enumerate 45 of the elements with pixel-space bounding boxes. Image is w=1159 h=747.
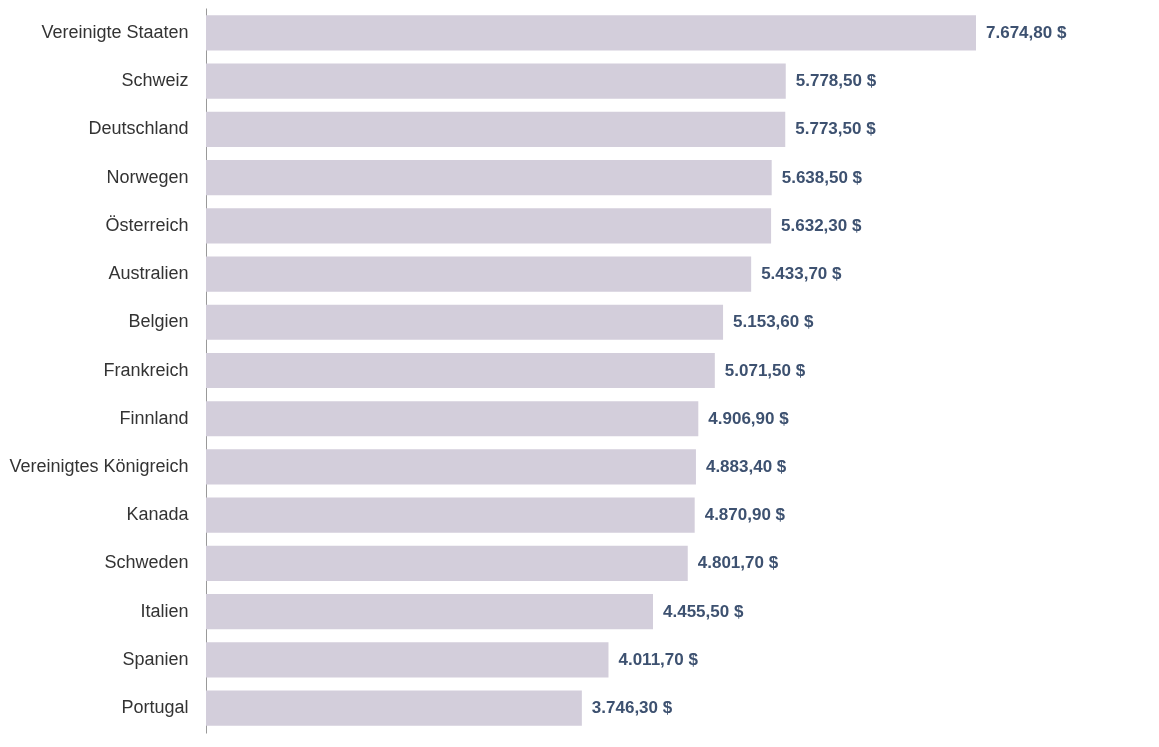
bar — [206, 545, 688, 582]
y-tick-label: Vereinigtes Königreich — [9, 455, 189, 476]
y-tick-label: Frankreich — [103, 359, 189, 380]
bar — [206, 159, 772, 196]
data-label: 4.906,90 $ — [708, 408, 790, 428]
y-tick-label: Spanien — [122, 648, 189, 669]
data-label: 5.433,70 $ — [761, 264, 843, 284]
y-tick-label: Italien — [140, 600, 189, 621]
bar — [206, 352, 715, 389]
bar — [206, 497, 695, 533]
bar — [206, 401, 699, 437]
y-tick-label: Schweiz — [121, 70, 189, 91]
bar — [206, 594, 654, 630]
data-label: 5.153,60 $ — [733, 312, 814, 332]
bar — [206, 256, 752, 292]
y-tick-label: Norwegen — [106, 166, 189, 187]
bar — [206, 304, 724, 340]
y-tick-label: Vereinigte Staaten — [41, 21, 189, 42]
bar — [206, 111, 786, 147]
data-label: 5.773,50 $ — [795, 119, 877, 139]
bar — [206, 63, 786, 99]
bar — [206, 208, 772, 244]
data-label: 4.870,90 $ — [704, 505, 786, 525]
data-label: 5.638,50 $ — [781, 167, 863, 187]
data-label: 3.746,30 $ — [591, 698, 673, 718]
y-tick-label: Portugal — [121, 697, 189, 718]
data-label: 7.674,80 $ — [986, 22, 1067, 42]
data-label: 4.801,70 $ — [697, 553, 779, 573]
y-tick-label: Kanada — [126, 504, 190, 525]
y-tick-label: Schweden — [104, 552, 189, 573]
bar — [206, 690, 582, 726]
data-label: 4.883,40 $ — [705, 456, 787, 476]
bar — [206, 15, 976, 51]
y-tick-label: Deutschland — [88, 118, 189, 139]
data-label: 4.455,50 $ — [663, 601, 744, 621]
data-label: 5.778,50 $ — [795, 71, 877, 91]
data-label: 5.071,50 $ — [724, 360, 806, 380]
data-label: 5.632,30 $ — [781, 215, 862, 235]
data-label: 4.011,70 $ — [618, 649, 699, 669]
y-tick-label: Belgien — [128, 311, 189, 332]
y-tick-label: Australien — [108, 263, 189, 284]
bar — [206, 642, 609, 678]
bar — [206, 449, 696, 485]
y-tick-label: Finnland — [119, 407, 189, 428]
y-tick-label: Österreich — [105, 214, 189, 235]
